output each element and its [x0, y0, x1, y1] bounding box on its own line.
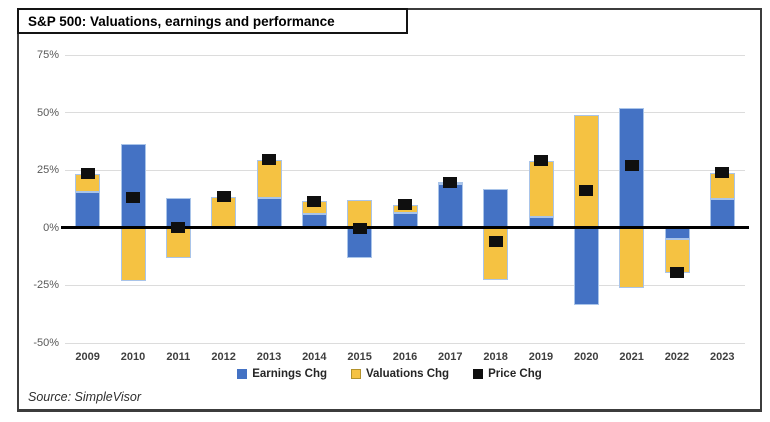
bar-valuations-2010: [120, 227, 146, 281]
x-axis-label-2016: 2016: [392, 351, 418, 363]
price-marker-2022: [670, 267, 684, 279]
y-axis-tick-25: 25%: [36, 164, 59, 177]
x-axis-label-2017: 2017: [438, 351, 463, 363]
price-marker-2015: [352, 223, 367, 235]
price-marker-2020: [579, 185, 594, 197]
legend-item-valuations: Valuations Chg: [351, 368, 449, 380]
source-attribution: Source: SimpleVisor: [28, 390, 142, 404]
gridline-25: [65, 169, 745, 171]
bar-earnings-2009: [75, 192, 101, 228]
price-marker-2010: [126, 192, 140, 204]
zero-axis-line: [61, 226, 749, 230]
price-marker-2011: [171, 222, 186, 234]
x-axis-label-2013: 2013: [256, 351, 282, 363]
x-axis-label-2012: 2012: [211, 351, 236, 363]
bar-earnings-2013: [256, 197, 282, 228]
legend-item-price: Price Chg: [473, 368, 542, 380]
price-marker-2021: [624, 160, 639, 172]
bar-earnings-2023: [709, 199, 735, 228]
bar-earnings-2018: [483, 188, 509, 228]
x-axis-label-2021: 2021: [619, 351, 644, 363]
x-axis-label-2022: 2022: [664, 351, 690, 363]
legend-label-valuations: Valuations Chg: [366, 368, 450, 380]
valuations-swatch-icon: [351, 369, 361, 379]
gridline--50: [65, 342, 745, 344]
bar-valuations-2019: [528, 160, 554, 218]
price-marker-2017: [443, 177, 458, 189]
price-marker-2016: [398, 199, 412, 211]
x-axis-label-2023: 2023: [710, 351, 735, 363]
y-axis-tick-50: 50%: [36, 106, 59, 119]
x-axis-label-2019: 2019: [528, 351, 554, 363]
y-axis-tick--25: -25%: [33, 279, 59, 292]
bar-earnings-2020: [573, 227, 599, 305]
earnings-swatch-icon: [237, 369, 248, 379]
plot-area: 75% 50% 25% 0% -25% -50%: [33, 49, 749, 349]
price-marker-2012: [216, 191, 231, 203]
chart-frame: S&P 500: Valuations, earnings and perfor…: [17, 8, 762, 412]
bar-valuations-2015: [347, 200, 373, 228]
x-axis-label-2020: 2020: [574, 351, 599, 363]
price-marker-2014: [307, 195, 322, 207]
y-axis-tick-0: 0%: [43, 221, 59, 234]
gridline-50: [65, 112, 745, 114]
x-axis-label-2015: 2015: [347, 351, 372, 363]
y-axis-tick-75: 75%: [36, 49, 59, 61]
price-marker-2018: [488, 236, 503, 248]
gridline--25: [65, 284, 745, 286]
bar-earnings-2017: [437, 184, 463, 228]
bar-earnings-2010: [120, 143, 146, 228]
price-marker-2019: [534, 155, 548, 167]
x-axis-label-2014: 2014: [302, 351, 327, 363]
x-axis-labels: 2009 2010 2011 2012 2013 2014 2015 2016 2017 2018…: [65, 351, 745, 363]
price-marker-2009: [80, 168, 95, 180]
bar-valuations-2013: [256, 159, 282, 198]
y-axis-tick--50: -50%: [33, 337, 59, 349]
x-axis-label-2010: 2010: [120, 351, 146, 363]
price-swatch-icon: [473, 369, 484, 379]
bar-valuations-2020: [573, 114, 599, 228]
chart-title: S&P 500: Valuations, earnings and perfor…: [28, 13, 335, 29]
price-marker-2023: [715, 167, 730, 178]
bar-valuations-2021: [619, 227, 645, 288]
chart-legend: Earnings Chg Valuations Chg Price Chg: [19, 368, 760, 380]
x-axis-label-2018: 2018: [483, 351, 508, 363]
x-axis-label-2011: 2011: [166, 351, 191, 363]
chart-title-box: S&P 500: Valuations, earnings and perfor…: [17, 8, 408, 34]
legend-label-earnings: Earnings Chg: [252, 368, 327, 380]
x-axis-label-2009: 2009: [75, 351, 100, 363]
price-marker-2013: [262, 154, 276, 166]
legend-item-earnings: Earnings Chg: [237, 368, 327, 380]
gridline-75: [65, 54, 745, 56]
bar-earnings-2022: [664, 227, 690, 240]
legend-label-price: Price Chg: [488, 368, 542, 380]
